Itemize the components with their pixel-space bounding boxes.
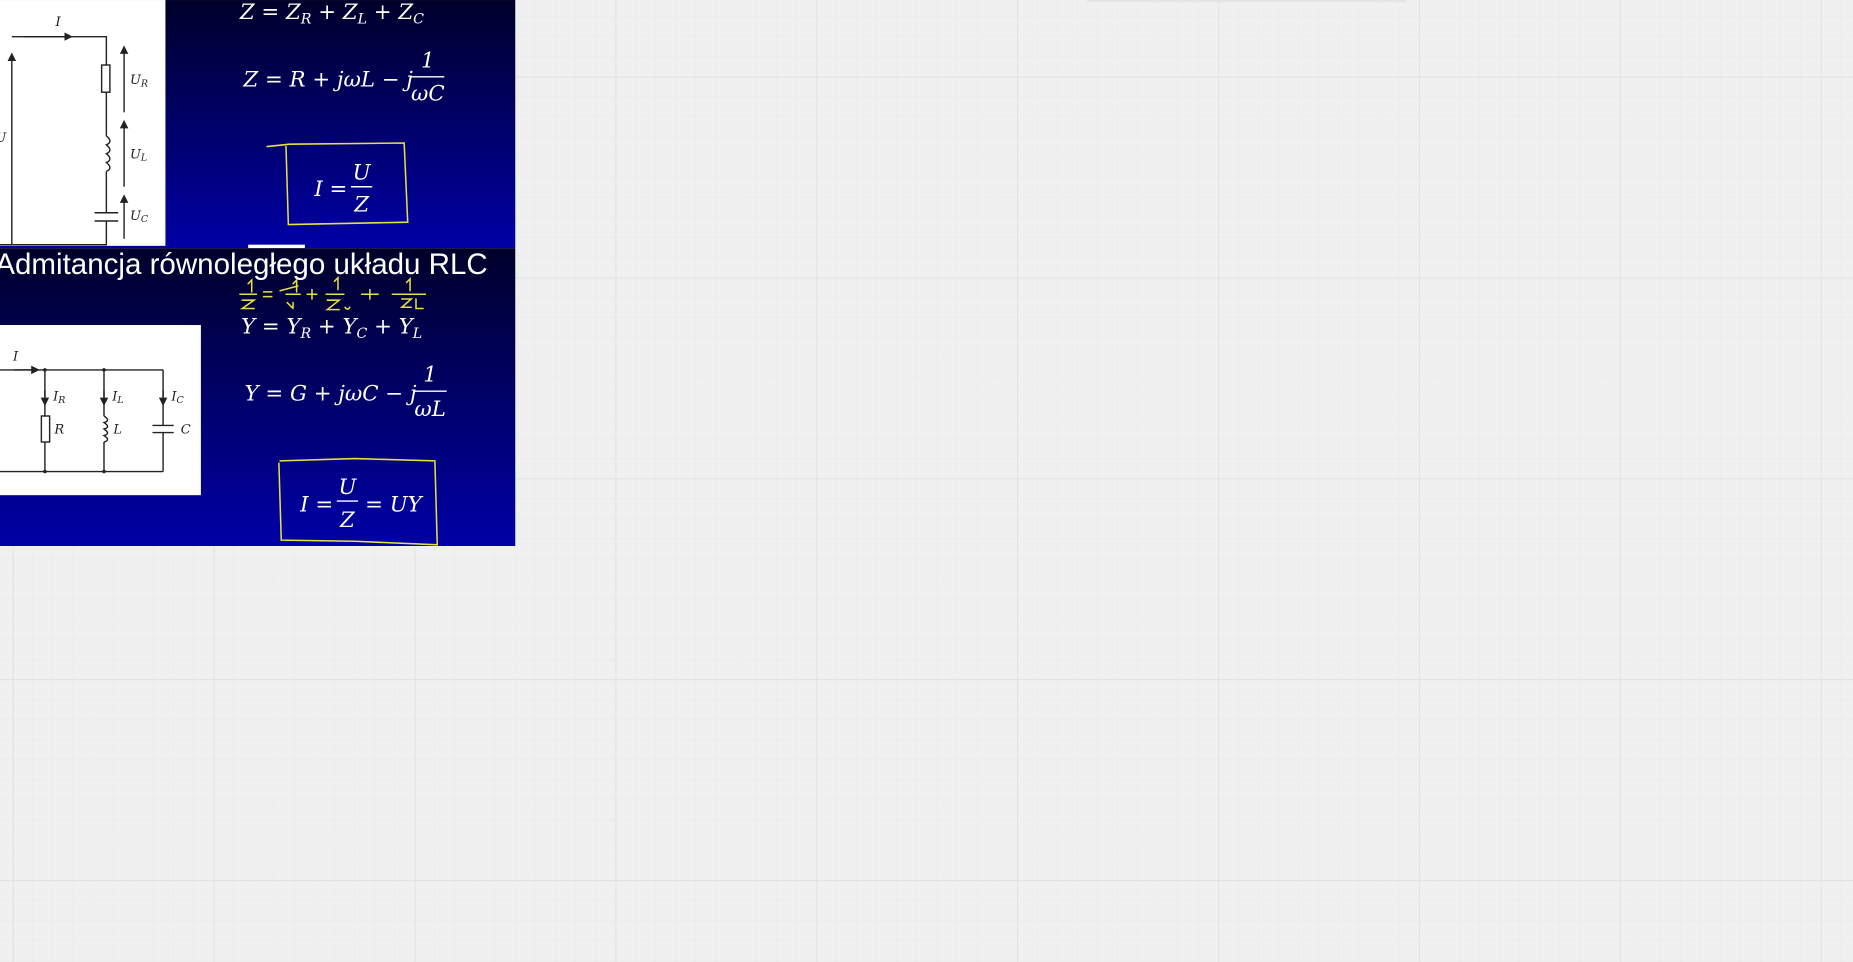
circuit-label: UC xyxy=(130,209,149,225)
term: + Z xyxy=(311,0,358,25)
label-sub: C xyxy=(141,214,149,225)
label: I xyxy=(111,390,118,405)
scroll-indicator xyxy=(248,244,305,249)
term: + Y xyxy=(367,314,414,339)
circuit-panel xyxy=(0,0,166,246)
numerator: U xyxy=(338,475,357,500)
label: U xyxy=(130,73,142,88)
circuit-label: I xyxy=(55,15,62,30)
numerator: 1 xyxy=(421,48,435,73)
sub: R xyxy=(300,326,312,342)
label-sub: R xyxy=(140,78,148,89)
label: I xyxy=(12,349,19,364)
parallel-circuit xyxy=(0,365,174,474)
label-sub: L xyxy=(140,153,147,164)
sub: C xyxy=(357,326,368,342)
denominator: Z xyxy=(353,193,370,218)
sub: R xyxy=(300,12,312,28)
numerator: 1 xyxy=(423,363,437,388)
circuit-label: IL xyxy=(111,390,123,406)
circuit-label: U xyxy=(0,131,7,146)
label: I xyxy=(170,390,177,405)
circuit-label: C xyxy=(181,423,191,438)
circuit-label: IC xyxy=(170,390,184,406)
label: U xyxy=(130,147,142,162)
series-circuit xyxy=(0,32,129,246)
sub: L xyxy=(412,326,422,342)
formula: = UY xyxy=(365,493,424,518)
formula: Y = YR + YC + YL xyxy=(241,314,422,342)
slide-title: Admitancja równoległego układu RLC xyxy=(0,248,488,281)
circuit-label: UR xyxy=(130,73,148,89)
formula: Y = G + jωC − j xyxy=(245,382,417,407)
formula: Z = ZR + ZL + ZC xyxy=(239,0,424,28)
formula: Z = R + jωL − j xyxy=(242,67,413,92)
label: I xyxy=(55,15,62,30)
sub: L xyxy=(357,12,367,28)
term: + Z xyxy=(367,0,414,25)
label: U xyxy=(130,209,142,224)
formula: I = xyxy=(299,493,333,518)
label-sub: R xyxy=(57,395,65,406)
denominator: ωC xyxy=(411,81,445,106)
ink-box xyxy=(266,142,409,226)
sub: C xyxy=(413,12,424,28)
circuit-label: I xyxy=(12,349,19,364)
denominator: ωL xyxy=(414,397,445,422)
formula: I = xyxy=(313,177,347,202)
label: I xyxy=(52,390,59,405)
term: Y = Y xyxy=(241,314,302,339)
label-sub: L xyxy=(116,395,123,406)
label-sub: C xyxy=(176,395,184,406)
circuit-panel xyxy=(0,325,201,496)
circuit-label: R xyxy=(53,423,64,438)
circuit-label: IR xyxy=(52,390,65,406)
circuit-label: L xyxy=(112,423,122,438)
slide-1[interactable]: I U UR UL UC Z = ZR + ZL + ZC Z = R + jω… xyxy=(0,0,516,249)
toolbar-shadow xyxy=(1087,0,1407,3)
label: U xyxy=(0,131,7,146)
slide-2[interactable]: Admitancja równoległego układu RLC I IR … xyxy=(0,248,516,546)
denominator: Z xyxy=(339,508,356,533)
term: Z = Z xyxy=(239,0,302,25)
term: + Y xyxy=(311,314,358,339)
ink-box xyxy=(278,457,439,546)
circuit-label: UL xyxy=(130,147,147,163)
ink-annotation xyxy=(239,275,427,311)
numerator: U xyxy=(353,161,372,186)
